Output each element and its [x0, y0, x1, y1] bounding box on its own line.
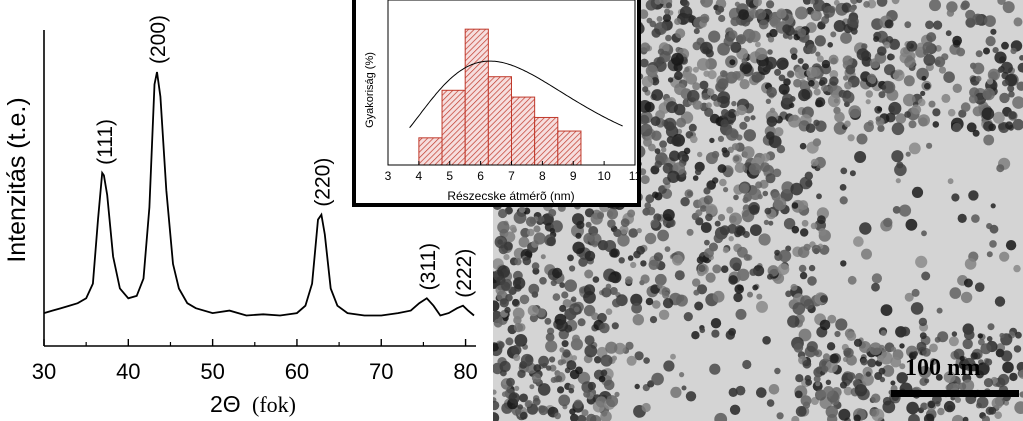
histogram-bar: [534, 116, 559, 166]
histogram-x-tick-label: 4: [416, 169, 423, 183]
histogram-x-axis-label: Részecske átmérõ (nm): [447, 189, 574, 203]
xrd-x-tick-label: 40: [116, 359, 140, 384]
scale-bar-label: 100 nm: [905, 355, 981, 381]
histogram-x-tick-label: 9: [570, 169, 577, 183]
histogram-chart: 3 4 5 6 7 8 9 10 11 Gyakoriság (%) Részecske átm…: [364, 0, 637, 203]
histogram-x-tick-label: 6: [477, 169, 484, 183]
xrd-x-tick-label: 70: [369, 359, 393, 384]
xrd-chart: 30 40 50 60 70 80 (111) (200) (220) (311) (222) I…: [3, 15, 478, 417]
histogram-fit-curve: [409, 60, 623, 129]
xrd-peak-label: (220): [311, 158, 334, 207]
xrd-x-axis-unit: (fok): [252, 392, 296, 417]
xrd-peak-label: (200): [147, 15, 170, 64]
xrd-x-ticks: 30 40 50 60 70 80: [32, 339, 478, 384]
histogram-x-tick-label: 5: [446, 169, 453, 183]
xrd-x-tick-label: 80: [453, 359, 477, 384]
xrd-peak-label: (311): [417, 243, 440, 290]
histogram-y-axis-label: Gyakoriság (%): [364, 52, 376, 128]
histogram-x-tick-label: 7: [508, 169, 515, 183]
scale-bar: [891, 390, 1019, 397]
xrd-series-line: [43, 71, 475, 317]
histogram-x-tick-label: 10: [597, 169, 611, 183]
xrd-x-tick-label: 30: [32, 359, 56, 384]
histogram-bar: [487, 76, 512, 166]
histogram-x-tick-label: 3: [385, 169, 392, 183]
xrd-x-tick-label: 50: [200, 359, 224, 384]
histogram-x-tick-label: 11: [629, 169, 637, 183]
xrd-x-tick-label: 60: [285, 359, 309, 384]
histogram-bar: [441, 89, 466, 166]
histogram-bar: [557, 130, 582, 166]
xrd-peak-labels: (111) (200) (220) (311) (222): [94, 15, 476, 298]
histogram-bar: [464, 28, 489, 166]
size-distribution-inset: 3 4 5 6 7 8 9 10 11 Gyakoriság (%) Részecske átm…: [352, 0, 641, 207]
xrd-y-axis-label: Intenzitás (t.e.): [3, 97, 31, 262]
xrd-axes: [43, 30, 476, 347]
xrd-x-axis-label: 2Θ: [210, 391, 241, 417]
histogram-bars: [418, 28, 582, 166]
xrd-peak-label: (111): [94, 119, 117, 165]
tem-micrograph: [493, 0, 1023, 421]
histogram-bar: [418, 137, 443, 166]
histogram-bar: [511, 96, 536, 166]
xrd-peak-label: (222): [453, 249, 476, 298]
histogram-x-ticks: 3 4 5 6 7 8 9 10 11: [385, 161, 637, 183]
histogram-x-tick-label: 8: [539, 169, 546, 183]
